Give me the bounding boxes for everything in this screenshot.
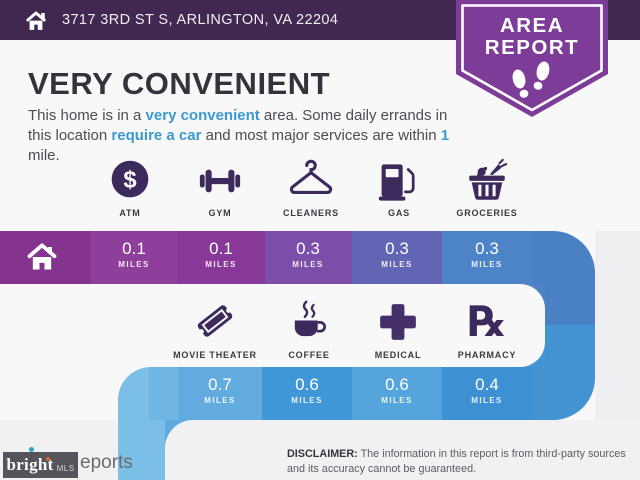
amenity-gas: GAS [341, 155, 457, 218]
svg-text:$: $ [123, 166, 136, 193]
disclaimer: DISCLAIMER: The information in this repo… [287, 448, 626, 476]
highlight-one: 1 [440, 127, 450, 144]
distance-cell-groceries: 0.3 MILES [471, 239, 503, 269]
grocery-basket-icon [469, 158, 508, 200]
footer-background [0, 420, 640, 480]
highlight-very-convenient: very convenient [145, 107, 260, 124]
highlight-require-car: require a car [111, 127, 202, 144]
distance-cell-coffee: 0.6 MILES [291, 375, 323, 405]
ticket-icon [197, 305, 233, 337]
rx-icon: ℞ [468, 297, 506, 346]
medical-cross-icon [380, 304, 416, 340]
badge-line2: REPORT [485, 36, 579, 59]
distance-cell-medical: 0.6 MILES [381, 375, 413, 405]
coffee-cup-icon [294, 300, 327, 337]
amenity-pharmacy: ℞ PHARMACY [457, 297, 517, 361]
page-title: VERY CONVENIENT [28, 66, 331, 101]
brand-logo-mls: MLS [56, 463, 75, 473]
property-address: 3717 3RD ST S, ARLINGTON, VA 22204 [62, 12, 339, 28]
amenity-atm: $ ATM [72, 155, 188, 218]
disclaimer-label: DISCLAIMER: [287, 448, 358, 460]
distance-cell-cleaners: 0.3 MILES [292, 239, 324, 269]
home-icon [26, 11, 46, 30]
hanger-icon [289, 159, 333, 195]
footprints-icon [512, 61, 550, 98]
brand-dot-orange [46, 457, 50, 461]
distance-cell-atm: 0.1 MILES [118, 239, 150, 269]
amenity-movie-theater: MOVIE THEATER [157, 297, 273, 360]
atm-icon: $ [111, 160, 149, 198]
badge-line1: AREA [500, 14, 564, 37]
gym-icon [199, 169, 241, 193]
area-report-badge: AREA REPORT [456, 0, 608, 117]
distance-cell-movie-theater: 0.7 MILES [204, 375, 236, 405]
brand-suffix: eports [80, 452, 133, 473]
intro-text: This home is in a very convenient area. … [28, 107, 450, 164]
distance-cell-pharmacy: 0.4 MILES [471, 375, 503, 405]
distance-cell-gym: 0.1 MILES [205, 239, 237, 269]
home-icon [27, 243, 57, 270]
brand-logo: bright MLS [3, 452, 78, 478]
amenity-gym: GYM [162, 155, 278, 218]
brand-dot-teal [29, 447, 34, 452]
amenity-cleaners: CLEANERS [253, 155, 369, 218]
brand-logo-text: bright [6, 455, 54, 474]
gas-pump-icon [378, 164, 415, 201]
amenity-groceries: GROCERIES [429, 155, 545, 218]
distance-cell-gas: 0.3 MILES [381, 239, 413, 269]
amenity-coffee: COFFEE [251, 297, 367, 360]
amenity-medical: MEDICAL [340, 297, 456, 360]
